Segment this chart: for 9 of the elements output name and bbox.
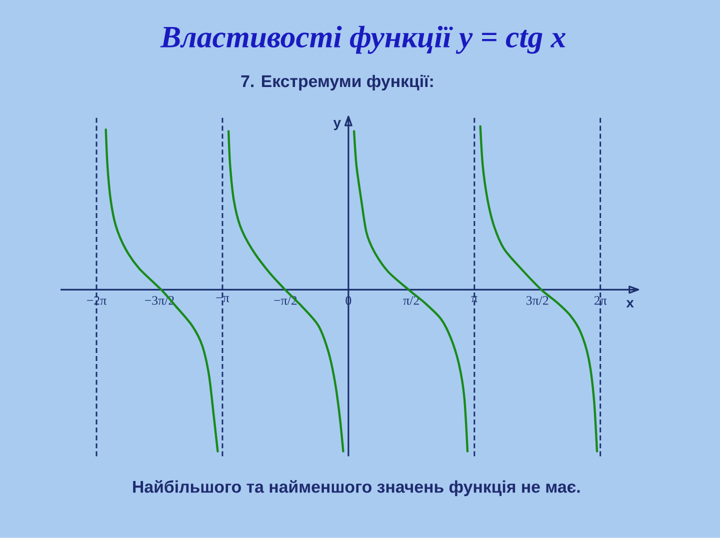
- chart-title: Властивості функції y = ctg x: [160, 26, 566, 54]
- y-axis-title: y: [333, 120, 341, 130]
- x-axis-title: x: [626, 300, 634, 308]
- x-tick-label: 2π: [594, 296, 607, 305]
- text: Найбільшого та найменшого значень функція не має.: [133, 480, 580, 496]
- x-tick-label: −π: [216, 296, 230, 302]
- chart-subtitle: 7. Екстремуми функції:: [241, 74, 433, 91]
- x-tick-label: π: [471, 296, 478, 302]
- x-tick-label: 3π/2: [526, 296, 548, 305]
